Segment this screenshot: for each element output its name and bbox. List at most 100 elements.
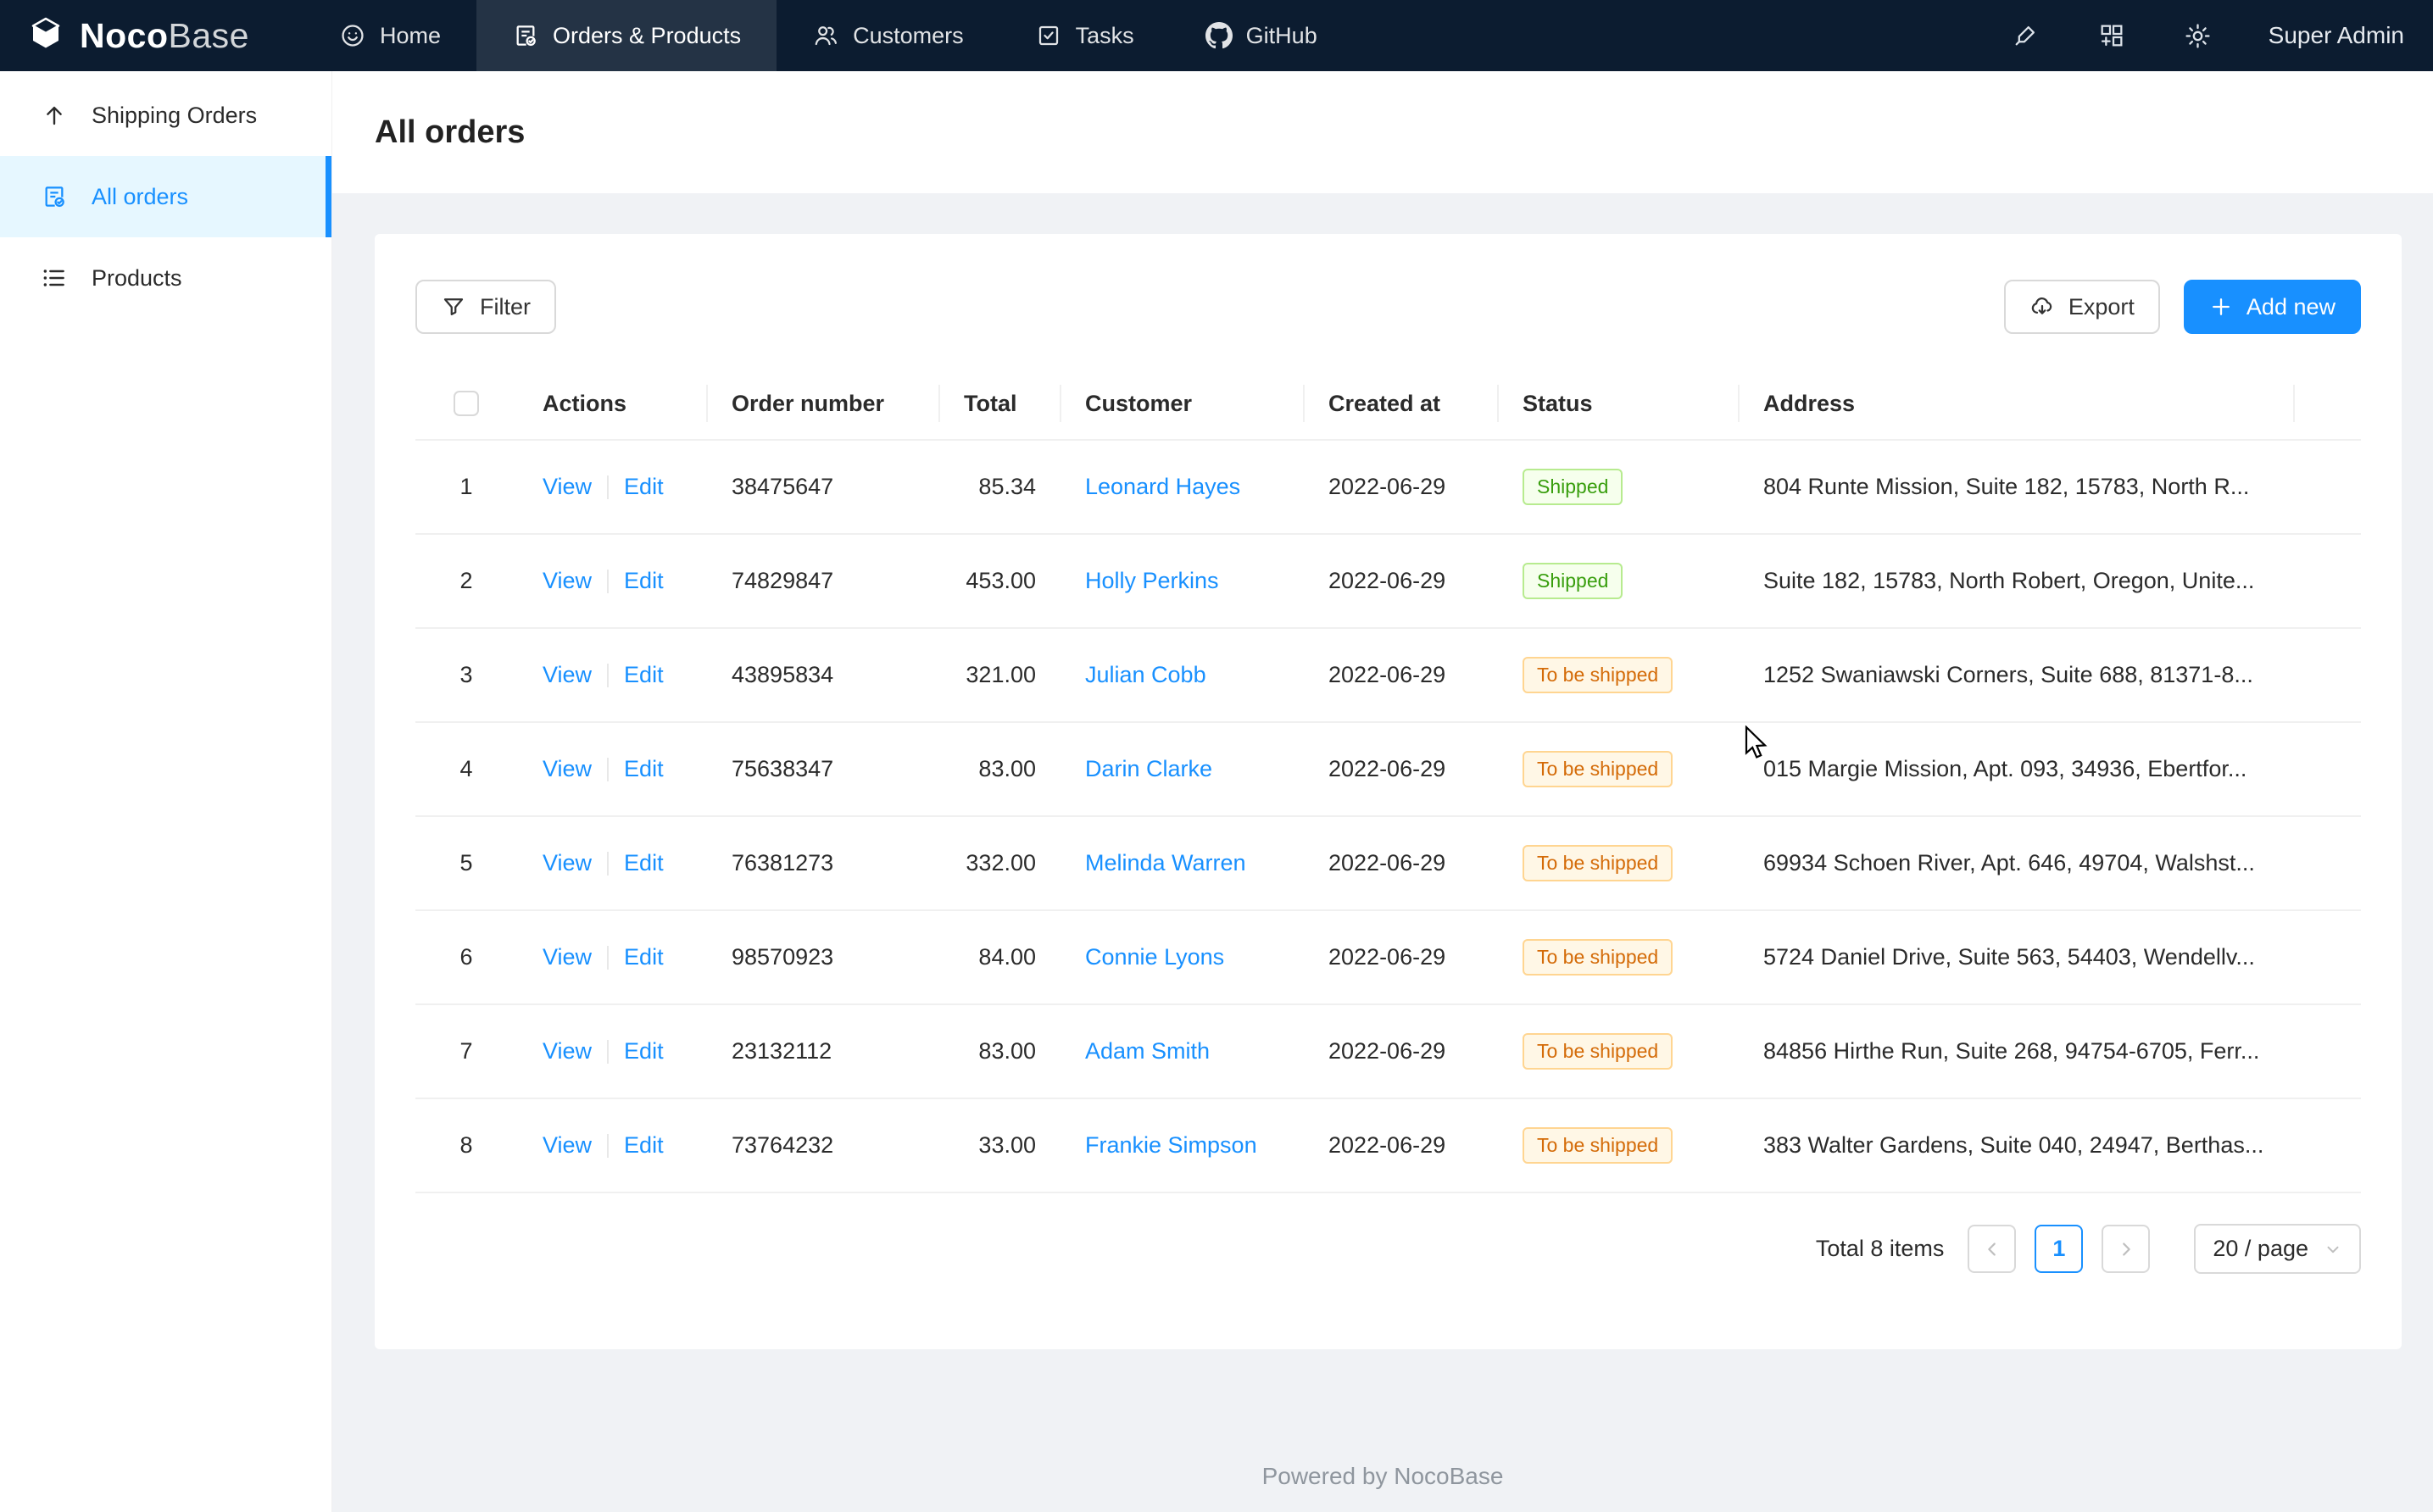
page-size-select[interactable]: 20 / page <box>2194 1224 2361 1274</box>
sidebar-item-all-orders[interactable]: All orders <box>0 156 331 237</box>
chevron-left-icon <box>1988 1242 1996 1256</box>
view-link[interactable]: View <box>543 662 593 687</box>
created-at-cell: 2022-06-29 <box>1328 662 1446 687</box>
export-button[interactable]: Export <box>2003 280 2160 334</box>
view-link[interactable]: View <box>543 944 593 970</box>
pagination: Total 8 items 1 20 / page <box>415 1224 2361 1274</box>
row-actions: View Edit <box>517 817 706 909</box>
nav-tab-github[interactable]: GitHub <box>1170 0 1353 71</box>
customer-link[interactable]: Connie Lyons <box>1085 944 1225 970</box>
pagination-page-1[interactable]: 1 <box>2035 1225 2084 1273</box>
table-row: 4 View Edit 75638347 83.00 Darin Clarke 2… <box>415 723 2361 817</box>
status-badge: To be shipped <box>1523 845 1673 881</box>
sidebar-item-shipping-orders[interactable]: Shipping Orders <box>0 75 331 156</box>
table-row: 5 View Edit 76381273 332.00 Melinda Warre… <box>415 817 2361 911</box>
main-area: All orders Filter <box>332 71 2433 1512</box>
status-badge: To be shipped <box>1523 1033 1673 1070</box>
edit-link[interactable]: Edit <box>624 1038 664 1064</box>
row-actions: View Edit <box>517 1005 706 1098</box>
user-menu[interactable]: Super Admin <box>2268 22 2404 48</box>
status-cell: Shipped <box>1497 441 1738 533</box>
view-link[interactable]: View <box>543 850 593 876</box>
total-cell: 453.00 <box>966 568 1036 593</box>
nav-tab-tasks[interactable]: Tasks <box>999 0 1170 71</box>
customer-cell: Connie Lyons <box>1060 911 1303 1003</box>
edit-link[interactable]: Edit <box>624 474 664 499</box>
col-header-total: Total <box>938 368 1060 439</box>
customer-link[interactable]: Adam Smith <box>1085 1038 1211 1064</box>
order-number-cell: 38475647 <box>732 474 834 499</box>
edit-link[interactable]: Edit <box>624 1132 664 1158</box>
view-link[interactable]: View <box>543 1038 593 1064</box>
ui-editor-highlighter-icon[interactable] <box>2009 19 2041 52</box>
list-icon <box>41 264 68 292</box>
row-index: 1 <box>459 474 473 499</box>
chevron-right-icon <box>2123 1242 2130 1256</box>
sidebar-item-label: Shipping Orders <box>92 102 258 128</box>
settings-gear-icon[interactable] <box>2182 19 2214 52</box>
nav-tab-orders-products[interactable]: Orders & Products <box>476 0 777 71</box>
customer-link[interactable]: Melinda Warren <box>1085 850 1246 876</box>
customer-link[interactable]: Julian Cobb <box>1085 662 1206 687</box>
created-at-cell: 2022-06-29 <box>1328 944 1446 970</box>
toolbar-right: Export Add new <box>2003 280 2361 334</box>
status-badge: To be shipped <box>1523 1127 1673 1164</box>
top-navbar: NocoBase Home <box>0 0 2433 71</box>
pagination-next-button[interactable] <box>2102 1225 2151 1273</box>
pagination-total: Total 8 items <box>1815 1236 1945 1261</box>
nocobase-logo[interactable]: NocoBase <box>0 0 303 71</box>
customer-link[interactable]: Frankie Simpson <box>1085 1132 1257 1158</box>
nav-tab-home[interactable]: Home <box>303 0 476 71</box>
customer-link[interactable]: Leonard Hayes <box>1085 474 1241 499</box>
add-new-button[interactable]: Add new <box>2183 280 2361 334</box>
edit-link[interactable]: Edit <box>624 850 664 876</box>
view-link[interactable]: View <box>543 568 593 593</box>
extra-cell <box>2293 723 2361 815</box>
sidebar-item-products[interactable]: Products <box>0 237 331 319</box>
plugin-blocks-icon[interactable] <box>2096 19 2128 52</box>
actions-divider <box>607 569 610 593</box>
edit-link[interactable]: Edit <box>624 568 664 593</box>
select-all-checkbox[interactable] <box>454 391 479 416</box>
customer-link[interactable]: Holly Perkins <box>1085 568 1219 593</box>
pagination-prev-button[interactable] <box>1968 1225 2017 1273</box>
sidebar-item-label: Products <box>92 264 182 291</box>
view-link[interactable]: View <box>543 474 593 499</box>
filter-button[interactable]: Filter <box>415 280 556 334</box>
view-link[interactable]: View <box>543 1132 593 1158</box>
status-cell: To be shipped <box>1497 1099 1738 1192</box>
sidebar-item-label: All orders <box>92 183 189 209</box>
actions-divider <box>607 475 610 499</box>
address-cell: 383 Walter Gardens, Suite 040, 24947, Be… <box>1763 1132 2264 1158</box>
view-link[interactable]: View <box>543 756 593 781</box>
nav-tab-label: Customers <box>853 22 964 48</box>
edit-link[interactable]: Edit <box>624 756 664 781</box>
edit-link[interactable]: Edit <box>624 662 664 687</box>
table-header-row: Actions Order number Total Customer Crea… <box>415 368 2361 441</box>
row-index: 5 <box>459 850 473 876</box>
extra-cell <box>2293 911 2361 1003</box>
actions-divider <box>607 1133 610 1158</box>
customer-link[interactable]: Darin Clarke <box>1085 756 1213 781</box>
created-at-cell: 2022-06-29 <box>1328 1132 1446 1158</box>
total-cell: 85.34 <box>978 474 1036 499</box>
nav-tab-customers[interactable]: Customers <box>777 0 999 71</box>
nav-tab-label: Tasks <box>1075 22 1134 48</box>
page-title: All orders <box>375 114 526 150</box>
table-toolbar: Filter Export <box>415 280 2361 334</box>
page-size-value: 20 / page <box>2213 1236 2308 1261</box>
arrow-up-icon <box>41 102 68 129</box>
row-actions: View Edit <box>517 629 706 721</box>
nav-tab-label: Orders & Products <box>553 22 742 48</box>
customer-cell: Melinda Warren <box>1060 817 1303 909</box>
actions-divider <box>607 1039 610 1064</box>
plus-icon <box>2209 295 2233 319</box>
nav-tabs: Home Orders & Products <box>303 0 1353 71</box>
created-at-cell: 2022-06-29 <box>1328 568 1446 593</box>
order-number-cell: 43895834 <box>732 662 834 687</box>
navbar-right: Super Admin <box>2009 0 2433 71</box>
row-actions: View Edit <box>517 911 706 1003</box>
row-index: 6 <box>459 944 473 970</box>
edit-link[interactable]: Edit <box>624 944 664 970</box>
created-at-cell: 2022-06-29 <box>1328 756 1446 781</box>
